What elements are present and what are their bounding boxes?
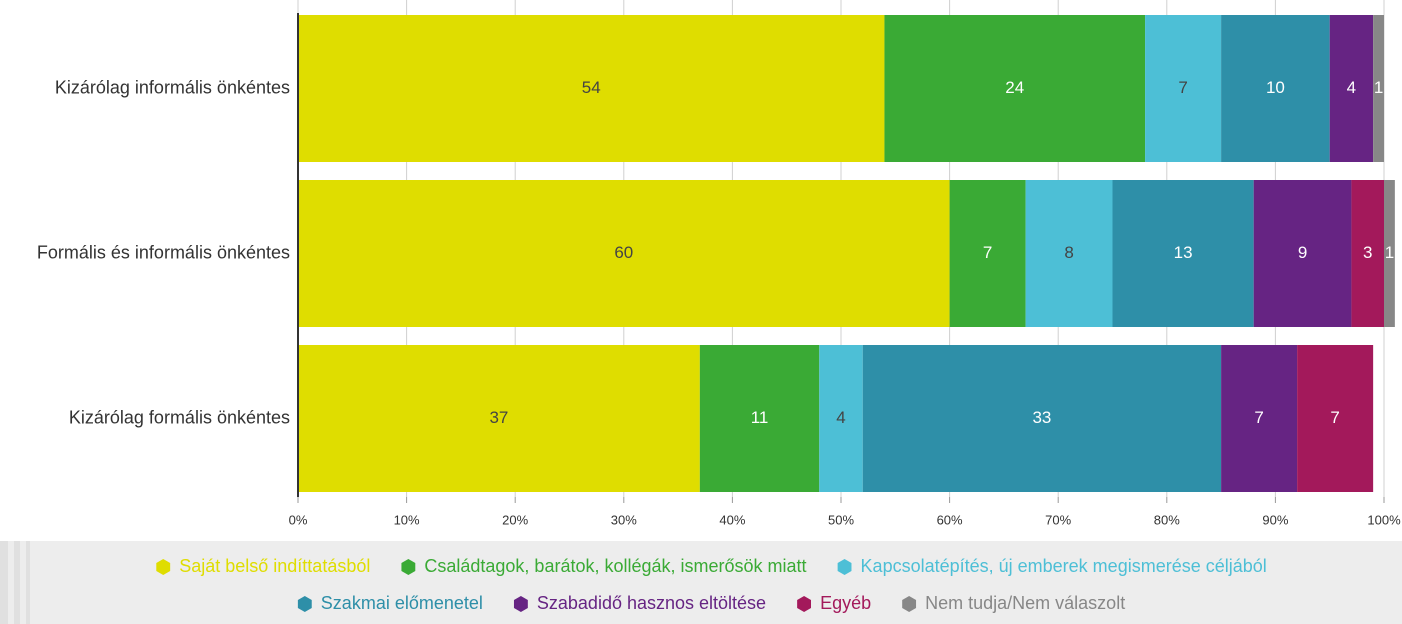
category-label: Kizárólag informális önkéntes	[55, 77, 290, 97]
legend-marker	[297, 596, 312, 612]
data-label: 1	[1385, 243, 1394, 262]
x-tick-label: 100%	[1367, 512, 1401, 527]
bar-segment	[1112, 180, 1254, 327]
bar-segment	[298, 345, 700, 492]
legend-label: Családtagok, barátok, kollégák, ismerősö…	[424, 556, 806, 576]
x-tick-label: 50%	[828, 512, 854, 527]
data-label: 54	[582, 78, 601, 97]
x-tick-label: 20%	[502, 512, 528, 527]
bar-segment	[699, 345, 820, 492]
x-tick-label: 10%	[394, 512, 420, 527]
bar-segment	[1145, 15, 1222, 162]
bar-segment	[1253, 180, 1352, 327]
data-label: 8	[1064, 243, 1073, 262]
data-label: 1	[1374, 78, 1383, 97]
data-label: 7	[1178, 78, 1187, 97]
bar-segment	[1329, 15, 1374, 162]
bar-segment	[1373, 15, 1384, 162]
decor-stripe	[14, 541, 20, 624]
legend-line: Saját belső indíttatásból Családtagok, ba…	[156, 556, 1267, 576]
x-tick-label: 80%	[1154, 512, 1180, 527]
x-tick-label: 60%	[937, 512, 963, 527]
bar-segment	[298, 180, 950, 327]
data-label: 33	[1032, 408, 1051, 427]
data-label: 4	[836, 408, 845, 427]
bar-segment	[862, 345, 1222, 492]
legend-label: Egyéb	[820, 593, 871, 613]
data-label: 24	[1005, 78, 1024, 97]
data-label: 3	[1363, 243, 1372, 262]
legend-label: Nem tudja/Nem válaszolt	[925, 593, 1125, 613]
bar-segment	[884, 15, 1146, 162]
legend-marker	[837, 559, 852, 575]
legend-marker	[156, 559, 171, 575]
legend-label: Saját belső indíttatásból	[179, 556, 370, 576]
category-label: Formális és informális önkéntes	[37, 242, 290, 262]
data-label: 4	[1347, 78, 1356, 97]
data-label: 9	[1298, 243, 1307, 262]
bar-segment	[1025, 180, 1113, 327]
bar-segment	[1384, 180, 1395, 327]
legend-marker	[401, 559, 416, 575]
data-label: 60	[614, 243, 633, 262]
category-label: Kizárólag formális önkéntes	[69, 407, 290, 427]
bar-segment	[1351, 180, 1384, 327]
bar-segment	[949, 180, 1026, 327]
decor-stripe	[26, 541, 30, 624]
data-label: 10	[1266, 78, 1285, 97]
legend-marker	[902, 596, 917, 612]
legend-label: Kapcsolatépítés, új emberek megismerése …	[861, 556, 1267, 576]
legend-label: Szabadidő hasznos eltöltése	[537, 593, 766, 613]
data-label: 11	[751, 408, 769, 427]
bar-segment	[1221, 15, 1330, 162]
legend-line: Szakmai előmenetel Szabadidő hasznos eltö…	[297, 593, 1125, 613]
x-tick-label: 40%	[719, 512, 745, 527]
x-tick-label: 30%	[611, 512, 637, 527]
data-label: 37	[489, 408, 508, 427]
legend-marker	[797, 596, 811, 612]
bar-segment	[819, 345, 863, 492]
data-label: 7	[983, 243, 992, 262]
bar-segment	[298, 15, 885, 162]
data-label: 7	[1330, 408, 1339, 427]
legend-label: Szakmai előmenetel	[321, 593, 483, 613]
data-label: 13	[1174, 243, 1193, 262]
x-tick-label: 90%	[1262, 512, 1288, 527]
x-tick-label: 0%	[289, 512, 308, 527]
bar-segment	[1221, 345, 1298, 492]
decor-stripe	[0, 541, 8, 624]
data-label: 7	[1254, 408, 1263, 427]
legend-background	[0, 541, 1402, 624]
legend-marker	[513, 596, 528, 612]
x-tick-label: 70%	[1045, 512, 1071, 527]
bar-segment	[1297, 345, 1374, 492]
